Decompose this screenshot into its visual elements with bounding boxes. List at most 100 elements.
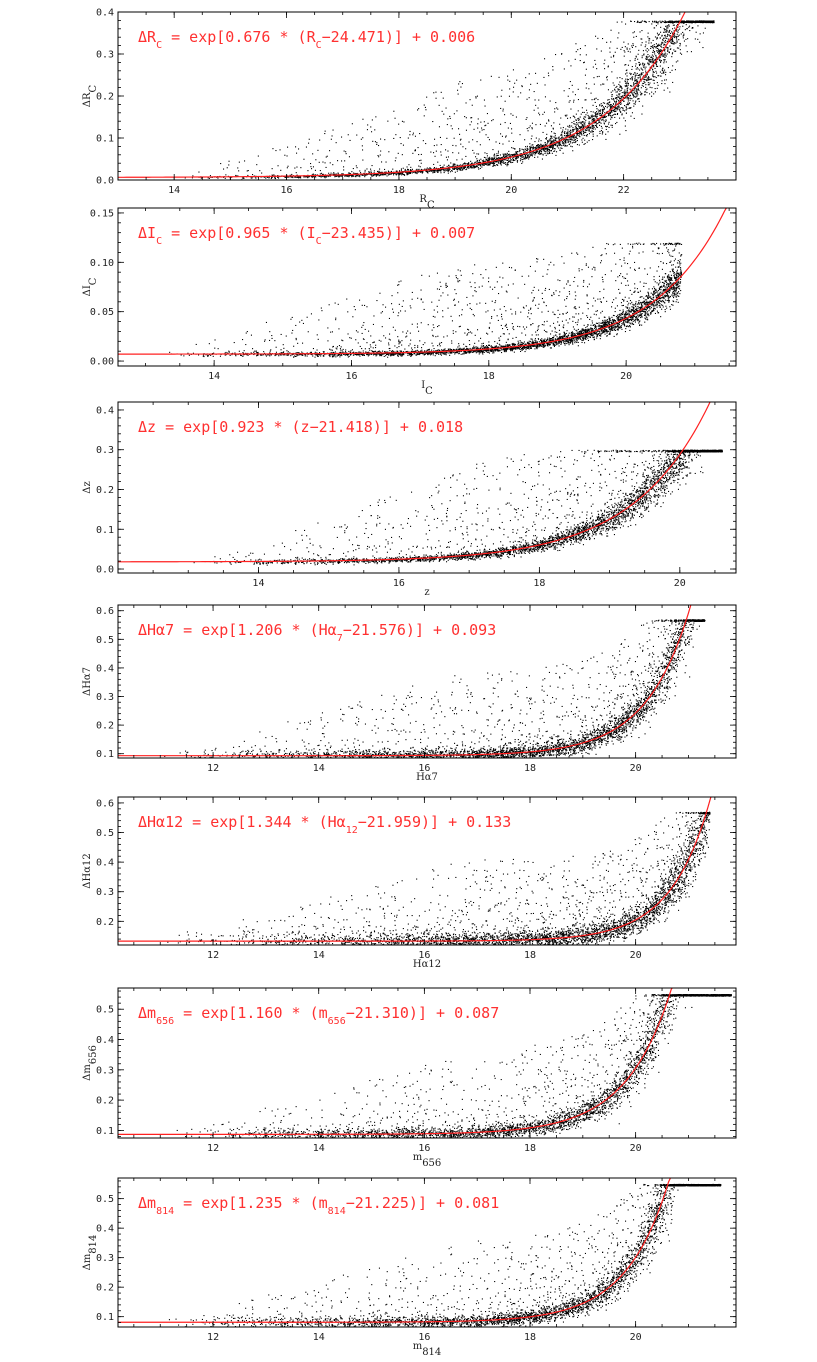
scatter-points-3 xyxy=(193,449,723,566)
ytick-label: 0.3 xyxy=(96,1065,114,1076)
xtick-label: 12 xyxy=(207,950,219,961)
xtick-label: 16 xyxy=(345,371,357,382)
ytick-label: 0.0 xyxy=(96,565,114,576)
ytick-label: 0.4 xyxy=(96,663,114,674)
xtick-label: 14 xyxy=(313,950,325,961)
x-axis-label: Hα7 xyxy=(416,772,438,783)
panel-1: 14 16 18 20 22 0.0 0.1 0.2 0.3 0.4 RC ΔRC ΔRC = exp[… xyxy=(82,8,737,211)
ytick-label: 0.2 xyxy=(96,1096,114,1107)
xtick-label: 18 xyxy=(524,763,536,774)
xtick-label: 18 xyxy=(393,185,405,196)
ytick-label: 0.4 xyxy=(96,1035,114,1046)
ytick-label: 0.10 xyxy=(90,258,114,269)
y-axis-label: Δm656 xyxy=(82,1045,99,1081)
ytick-label: 0.3 xyxy=(96,887,114,898)
panel-3: 14 16 18 20 0.0 0.1 0.2 0.3 0.4 z Δz Δz = exp[0.923… xyxy=(82,401,737,598)
ytick-label: 0.4 xyxy=(96,8,114,19)
xtick-label: 18 xyxy=(524,1332,536,1343)
ytick-label: 0.3 xyxy=(96,692,114,703)
x-axis-label: m814 xyxy=(413,1341,442,1358)
ytick-label: 0.1 xyxy=(96,525,114,536)
ytick-label: 0.4 xyxy=(96,405,114,416)
x-axis-label: Hα12 xyxy=(413,959,441,970)
xtick-label: 14 xyxy=(168,185,180,196)
ytick-label: 0.3 xyxy=(96,445,114,456)
y-axis-label: ΔRC xyxy=(82,84,99,107)
xtick-label: 16 xyxy=(418,763,430,774)
fit-curve-5 xyxy=(118,797,713,942)
xtick-label: 20 xyxy=(630,950,642,961)
ytick-label: 0.4 xyxy=(96,1224,114,1235)
panel-5: 12 14 16 18 20 0.2 0.3 0.4 0.5 0.6 Hα12 ΔHα12 ΔHα12 … xyxy=(82,796,737,970)
xtick-label: 14 xyxy=(313,1332,325,1343)
xtick-label: 14 xyxy=(208,371,220,382)
plot-frame-3 xyxy=(117,401,737,574)
y-axis-label: ΔHα7 xyxy=(82,667,93,696)
x-axis-label: m656 xyxy=(413,1152,442,1169)
ytick-label: 0.2 xyxy=(96,92,114,103)
ytick-label: 0.3 xyxy=(96,50,114,61)
fit-equation: Δm656 = exp[1.160 * (m656−21.310)] + 0.0… xyxy=(138,1004,499,1027)
ytick-label: 0.2 xyxy=(96,917,114,928)
xtick-label: 20 xyxy=(630,763,642,774)
fit-equation: Δz = exp[0.923 * (z−21.418)] + 0.018 xyxy=(138,418,463,436)
x-axis-label: z xyxy=(424,587,429,598)
scatter-points-2 xyxy=(169,242,683,358)
ytick-label: 0.2 xyxy=(96,485,114,496)
scatter-points-6 xyxy=(176,994,732,1138)
xtick-label: 14 xyxy=(313,763,325,774)
x-axis-label: IC xyxy=(421,380,433,397)
ytick-label: 0.1 xyxy=(96,749,114,760)
y-axis-label: Δm814 xyxy=(82,1235,99,1271)
ytick-label: 0.2 xyxy=(96,721,114,732)
xtick-label: 16 xyxy=(393,578,405,589)
fit-curve-2 xyxy=(118,208,728,355)
panel-7: 12 14 16 18 20 0.1 0.2 0.3 0.4 0.5 m814 Δm814 Δm814 … xyxy=(82,1177,737,1358)
xtick-label: 22 xyxy=(618,185,630,196)
ytick-label: 0.4 xyxy=(96,858,114,869)
ytick-label: 0.5 xyxy=(96,1194,114,1205)
xtick-label: 20 xyxy=(630,1143,642,1154)
ytick-label: 0.6 xyxy=(96,606,114,617)
fit-curve-1 xyxy=(118,12,686,178)
scatter-points-5 xyxy=(167,811,711,945)
y-axis-label: ΔHα12 xyxy=(82,853,93,888)
fit-curve-4 xyxy=(118,605,692,757)
x-axis-label: RC xyxy=(419,194,435,211)
y-axis-label: Δz xyxy=(82,481,93,494)
y-axis-label: ΔIC xyxy=(82,277,99,296)
plot-frame-4 xyxy=(117,604,737,759)
fit-equation: ΔHα12 = exp[1.344 * (Hα12−21.959)] + 0.1… xyxy=(138,813,511,836)
ytick-label: 0.1 xyxy=(96,134,114,145)
fit-equation: Δm814 = exp[1.235 * (m814−21.225)] + 0.0… xyxy=(138,1194,499,1217)
scatter-points-4 xyxy=(164,619,706,758)
fit-equation: ΔHα7 = exp[1.206 * (Hα7−21.576)] + 0.093 xyxy=(138,621,496,644)
xtick-label: 12 xyxy=(207,1143,219,1154)
panel-2: 14 16 18 20 0.00 0.05 0.10 0.15 IC ΔIC ΔIC = exp[0… xyxy=(82,207,737,397)
xtick-label: 18 xyxy=(524,1143,536,1154)
xtick-label: 16 xyxy=(418,950,430,961)
ytick-label: 0.3 xyxy=(96,1253,114,1264)
plot-frame-2 xyxy=(117,207,737,367)
xtick-label: 18 xyxy=(483,371,495,382)
xtick-label: 12 xyxy=(207,763,219,774)
panel-6: 12 14 16 18 20 0.1 0.2 0.3 0.4 0.5 m656 Δm656 Δm656 … xyxy=(82,987,737,1169)
xtick-label: 20 xyxy=(674,578,686,589)
fit-curve-7 xyxy=(118,1178,672,1323)
xtick-label: 14 xyxy=(313,1143,325,1154)
ytick-label: 0.2 xyxy=(96,1283,114,1294)
xtick-label: 20 xyxy=(620,371,632,382)
xtick-label: 16 xyxy=(418,1143,430,1154)
ytick-label: 0.5 xyxy=(96,1005,114,1016)
ytick-label: 0.1 xyxy=(96,1126,114,1137)
xtick-label: 16 xyxy=(281,185,293,196)
ytick-label: 0.0 xyxy=(96,176,114,187)
fit-curve-6 xyxy=(118,988,674,1135)
fit-equation: ΔRC = exp[0.676 * (RC−24.471)] + 0.006 xyxy=(138,28,475,51)
ytick-label: 0.1 xyxy=(96,1312,114,1323)
ytick-label: 0.5 xyxy=(96,635,114,646)
fit-equation: ΔIC = exp[0.965 * (IC−23.435)] + 0.007 xyxy=(138,224,475,247)
xtick-label: 14 xyxy=(252,578,264,589)
ytick-label: 0.00 xyxy=(90,357,114,368)
